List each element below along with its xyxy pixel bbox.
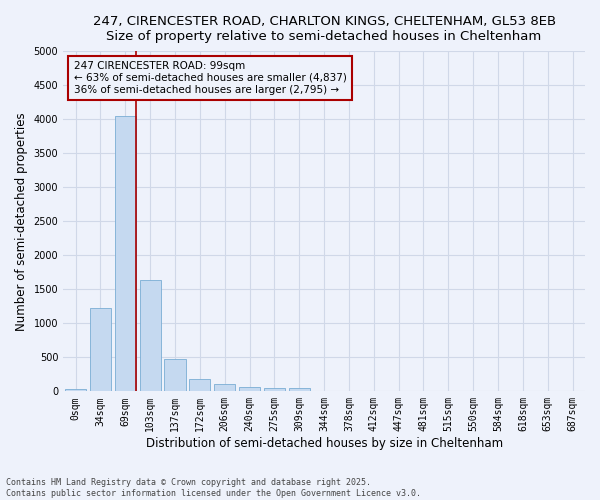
Bar: [90, 308, 111, 392]
Bar: [189, 378, 211, 392]
Bar: [65, 388, 86, 392]
Bar: [140, 280, 161, 392]
X-axis label: Distribution of semi-detached houses by size in Cheltenham: Distribution of semi-detached houses by …: [146, 437, 503, 450]
Text: 247 CIRENCESTER ROAD: 99sqm
← 63% of semi-detached houses are smaller (4,837)
36: 247 CIRENCESTER ROAD: 99sqm ← 63% of sem…: [74, 62, 346, 94]
Bar: [115, 116, 136, 392]
Bar: [214, 384, 235, 392]
Bar: [264, 388, 285, 392]
Text: Contains HM Land Registry data © Crown copyright and database right 2025.
Contai: Contains HM Land Registry data © Crown c…: [6, 478, 421, 498]
Bar: [239, 387, 260, 392]
Title: 247, CIRENCESTER ROAD, CHARLTON KINGS, CHELTENHAM, GL53 8EB
Size of property rel: 247, CIRENCESTER ROAD, CHARLTON KINGS, C…: [92, 15, 556, 43]
Bar: [164, 359, 185, 392]
Bar: [289, 388, 310, 392]
Y-axis label: Number of semi-detached properties: Number of semi-detached properties: [15, 112, 28, 330]
